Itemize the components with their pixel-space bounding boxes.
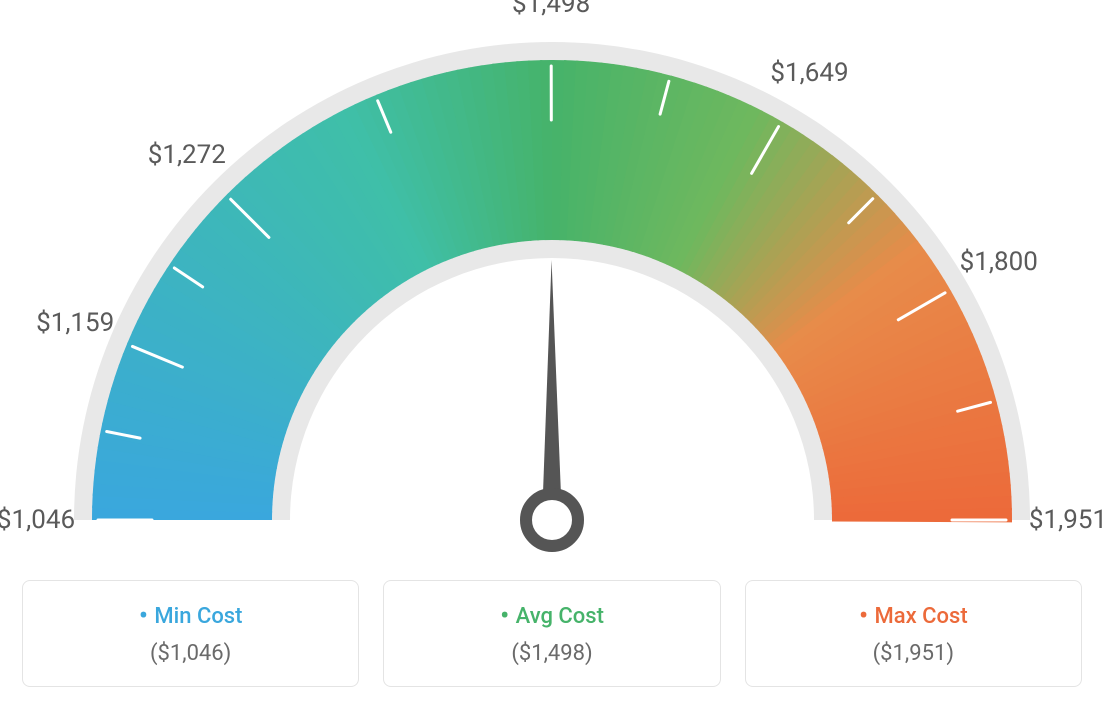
gauge-tick-label: $1,649: [770, 58, 848, 88]
gauge-tick-label: $1,159: [36, 308, 114, 338]
legend-card-max: Max Cost ($1,951): [745, 580, 1082, 687]
gauge-tick-label: $1,498: [512, 0, 590, 19]
legend-avg-title: Avg Cost: [394, 601, 709, 631]
legend-card-min: Min Cost ($1,046): [22, 580, 359, 687]
legend-card-avg: Avg Cost ($1,498): [383, 580, 720, 687]
legend-max-value: ($1,951): [756, 641, 1071, 666]
legend-min-title: Min Cost: [33, 601, 348, 631]
gauge-tick-label: $1,272: [148, 140, 226, 170]
gauge-tick-label: $1,951: [1029, 505, 1104, 535]
legend-avg-value: ($1,498): [394, 641, 709, 666]
gauge-tick-label: $1,046: [0, 505, 75, 535]
legend-max-title: Max Cost: [756, 601, 1071, 631]
gauge-tick-label: $1,800: [960, 247, 1038, 277]
legend-row: Min Cost ($1,046) Avg Cost ($1,498) Max …: [22, 580, 1082, 687]
gauge-chart: $1,046$1,159$1,272$1,498$1,649$1,800$1,9…: [22, 20, 1082, 560]
gauge-svg: [22, 20, 1082, 560]
legend-min-value: ($1,046): [33, 641, 348, 666]
